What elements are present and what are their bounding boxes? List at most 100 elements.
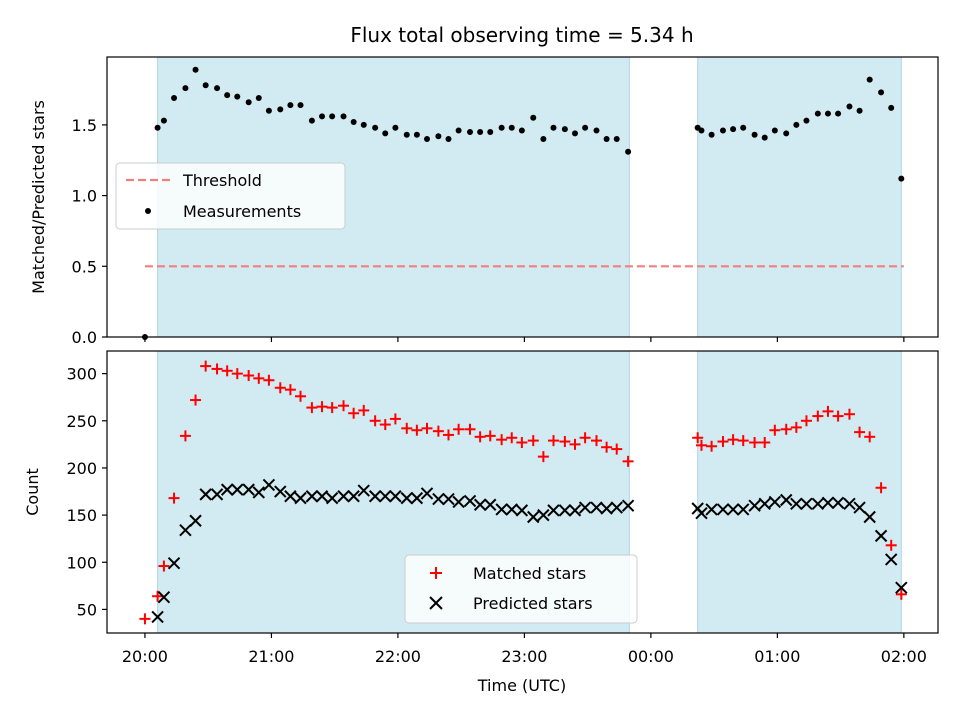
top-y-tick-label-1: 0.5 [72,257,97,276]
measurement-point [824,110,831,117]
matched-star-point [306,402,318,414]
measurement-point [593,127,600,134]
predicted-star-point [157,590,171,604]
matched-star-point [326,402,338,414]
measurement-point [814,110,821,117]
matched-star-point [822,405,834,417]
matched-star-point [421,422,433,434]
measurement-point [182,85,189,92]
measurement-point [154,124,161,131]
measurement-point [467,128,474,135]
measurement-point [603,136,610,143]
bottom-axis-ticks: 20:00 21:00 22:00 23:00 00:00 01:00 02:00 50 100… [66,365,926,666]
measurement-point [192,66,199,73]
matched-star-point [800,415,812,427]
measurements-series [141,66,905,340]
predicted-star-point [600,502,613,515]
top-y-axis-label: Matched/Predicted stars [29,100,48,294]
predicted-star-point [610,501,623,514]
predicted-star-point [705,503,718,516]
predicted-star-point [895,581,908,594]
predicted-star-point [853,501,866,514]
matched-star-point [179,430,191,442]
x-tick-label-5: 01:00 [754,647,800,666]
bottom-y-tick-label-4: 250 [66,412,97,431]
matched-star-point [769,424,781,436]
matched-star-point [389,413,401,425]
matched-star-point [401,422,413,434]
x-tick-label-2: 22:00 [375,647,421,666]
matched-star-point [443,429,455,441]
predicted-star-point [463,494,477,508]
measurement-point [360,121,367,128]
predicted-star-point [379,490,392,503]
matched-star-point [895,588,907,600]
measurement-point [751,131,758,138]
top-axis-ticks: 0.0 0.5 1.0 1.5 [72,116,905,347]
predicted-star-point [863,510,876,524]
predicted-star-point [231,483,244,496]
predicted-star-point [452,495,465,509]
predicted-star-point [199,488,212,501]
predicted-star-point [442,492,455,506]
predicted-star-point [515,504,529,517]
legend-measurements-swatch [145,208,151,214]
matched-star-point [158,560,170,572]
matched-star-point [559,436,571,448]
matched-star-point [875,482,887,494]
measurement-point [214,85,221,92]
predicted-star-point [484,498,497,511]
predicted-star-point [400,491,413,505]
predicted-star-point [389,490,402,503]
predicted-star-point [843,497,856,510]
matched-star-point [579,432,591,444]
measurement-point [803,117,810,124]
bottom-y-tick-label-0: 50 [77,600,97,619]
top-axes-frame [106,56,939,338]
matched-star-point [152,590,164,602]
predicted-star-point [252,486,265,499]
predicted-star-point [558,504,572,517]
predicted-star-point [495,503,508,516]
matched-star-point [611,443,623,455]
matched-star-point [812,410,824,422]
matched-stars-series [139,360,907,625]
predicted-star-point [726,503,740,516]
matched-star-point [168,492,180,504]
matched-star-point [338,400,350,412]
x-axis-label: Time (UTC) [477,676,566,695]
measurement-point [613,136,620,143]
measurement-point [435,133,442,140]
predicted-star-point [790,497,803,510]
predicted-star-point [547,504,560,517]
bottom-observing-window-2 [697,350,902,634]
legend-threshold-label: Threshold [182,171,262,190]
predicted-star-point [294,491,307,505]
matched-star-point [692,432,704,444]
measurement-point [234,93,241,100]
matched-star-point [496,434,508,446]
measurement-point [846,103,853,110]
measurement-point [878,89,885,96]
top-y-tick-label-3: 1.5 [72,116,97,135]
measurement-point [372,124,379,131]
predicted-star-point [748,499,761,512]
matched-star-point [295,390,307,402]
measurement-point [160,117,167,124]
matched-star-point [590,435,602,447]
predicted-star-point [368,490,382,503]
x-tick-label-1: 21:00 [248,647,294,666]
predicted-star-point [590,501,603,514]
matched-star-point [211,363,223,375]
measurement-point [455,127,462,134]
measurement-point [382,130,389,137]
measurement-point [561,126,568,133]
matched-star-point [474,431,486,443]
matched-star-point [759,436,771,448]
measurement-point [392,124,399,131]
matched-star-point [369,415,381,427]
predicted-star-point [568,504,582,517]
measurement-point [783,130,790,137]
matched-star-point [547,435,559,447]
matched-star-point [727,434,739,446]
